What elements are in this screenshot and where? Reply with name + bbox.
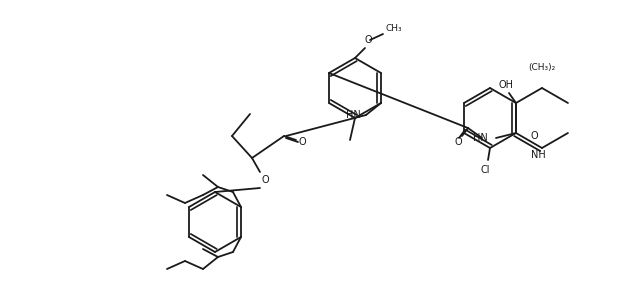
Text: (CH₃)₂: (CH₃)₂ [529,63,556,71]
Text: CH₃: CH₃ [385,23,401,33]
Text: OH: OH [499,80,513,90]
Text: O: O [261,175,269,185]
Text: O: O [364,35,372,45]
Text: O: O [298,137,306,147]
Text: O: O [530,131,538,140]
Text: HN: HN [346,110,361,120]
Text: HN: HN [473,133,488,143]
Text: O: O [454,137,462,147]
Text: Cl: Cl [480,165,490,175]
Text: NH: NH [531,149,546,160]
